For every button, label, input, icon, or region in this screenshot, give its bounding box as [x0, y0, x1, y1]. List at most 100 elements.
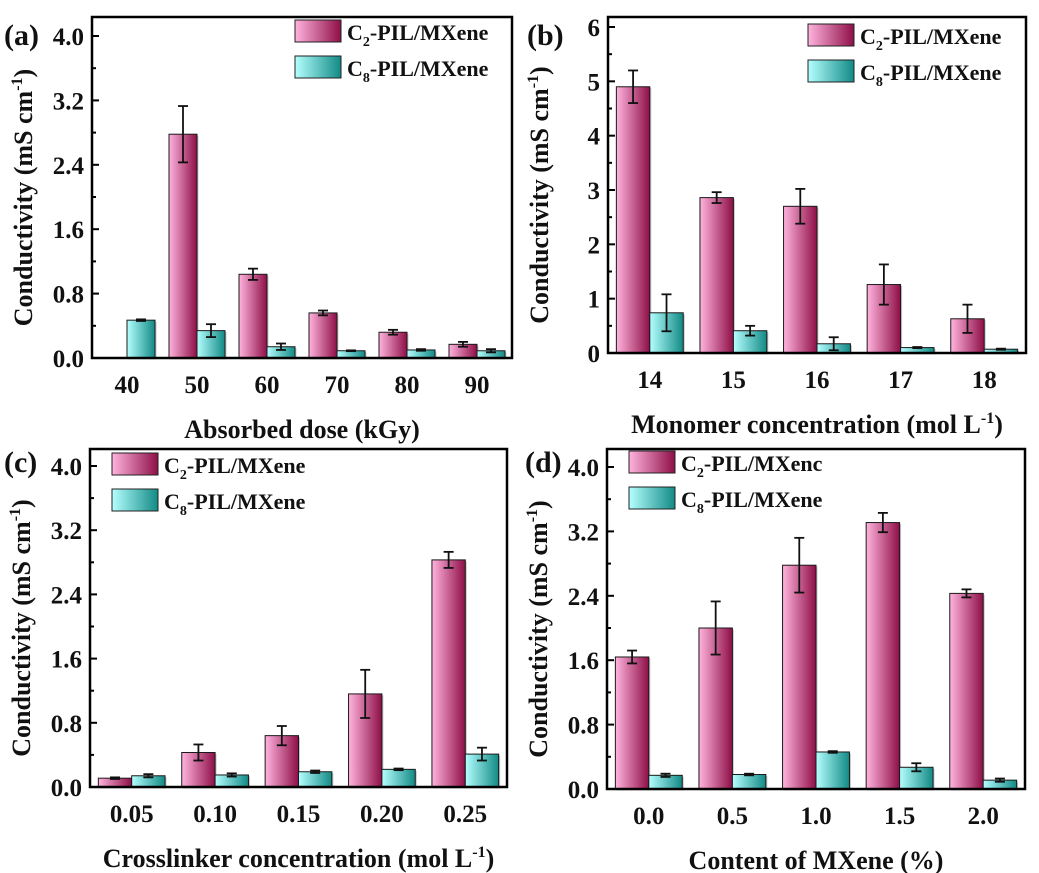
- x-tick-label: 0.10: [193, 801, 237, 828]
- legend: C2-PIL/MXene C8-PIL/MXene: [111, 452, 306, 519]
- y-tick-label: 2: [588, 232, 601, 259]
- legend-swatch-c8: [628, 486, 676, 510]
- bar-c2: [431, 559, 466, 788]
- y-tick-label: 0.8: [51, 711, 82, 738]
- legend: C2-PIL/MXene C8-PIL/MXene: [294, 19, 489, 86]
- bar-c2: [378, 331, 408, 359]
- x-axis-label: Content of MXene (%): [689, 846, 944, 873]
- x-tick-label: 1.5: [884, 803, 915, 830]
- chart-panel-c: (c) 0.0 0.8 1.6 2.4 3.2 4.0 0.05 0.10 0.15 0.20 0.2…: [4, 446, 509, 873]
- legend-swatch-c2: [807, 23, 855, 47]
- panel-label: (c): [4, 446, 37, 479]
- legend-swatch-c8: [807, 59, 855, 83]
- y-axis-label: Conductivity (mS cm-1): [524, 500, 553, 757]
- y-axis-label: Conductivity (mS cm-1): [9, 69, 38, 326]
- x-axis-label: Monomer concentration (mol L-1): [631, 410, 1003, 439]
- x-tick-label: 0.20: [360, 801, 404, 828]
- chart-panel-a: (a) 0.0 0.8 1.6 2.4 3.2 4.0 40 50 60 70 80 90 Absorbe…: [4, 15, 514, 444]
- y-axis-label: Conductivity (mS cm-1): [7, 499, 36, 756]
- panel-label: (b): [527, 19, 564, 52]
- x-tick-label: 2.0: [968, 803, 999, 830]
- bar-c2: [699, 197, 734, 354]
- legend-swatch-c2: [294, 19, 342, 43]
- bar-c2: [783, 205, 818, 354]
- y-tick-label: 1.6: [51, 647, 82, 674]
- y-tick-label: 0.0: [568, 777, 599, 804]
- y-tick-label: 1.6: [53, 217, 84, 244]
- plot-frame: [605, 447, 1027, 791]
- legend-label: C8-PIL/MXene: [860, 60, 1002, 90]
- x-tick-label: 16: [805, 367, 830, 394]
- y-tick-label: 0: [588, 341, 601, 368]
- y-tick-label: 1: [588, 287, 601, 314]
- y-tick-label: 2.4: [51, 582, 83, 609]
- x-tick-label: 0.5: [717, 803, 748, 830]
- x-tick-label: 18: [972, 367, 997, 394]
- bar-c8: [381, 768, 416, 788]
- bar-c8: [126, 319, 156, 359]
- bar-c8: [731, 774, 767, 790]
- bar-c2: [782, 564, 817, 790]
- y-tick-label: 6: [588, 15, 601, 42]
- x-tick-label: 70: [325, 372, 350, 399]
- legend-label: C8-PIL/MXene: [164, 489, 306, 519]
- y-tick-label: 4: [588, 124, 601, 151]
- bar-c2: [949, 592, 984, 790]
- y-tick-label: 4.0: [51, 454, 82, 481]
- bar-c2: [168, 133, 198, 359]
- legend-swatch-c2: [628, 450, 676, 474]
- y-axis-label: Conductivity (mS cm-1): [525, 66, 554, 323]
- panel-label: (d): [525, 446, 562, 479]
- bar-c2: [615, 86, 651, 354]
- bar-c2: [614, 656, 650, 790]
- y-tick-label: 0.0: [51, 775, 82, 802]
- x-tick-label: 80: [395, 372, 420, 399]
- plot-frame: [606, 15, 1028, 355]
- x-tick-label: 1.0: [800, 803, 831, 830]
- x-tick-label: 15: [721, 367, 746, 394]
- legend-label: C8-PIL/MXene: [347, 56, 489, 86]
- x-tick-label: 90: [465, 372, 490, 399]
- y-tick-label: 4.0: [53, 24, 84, 51]
- legend-label: C2-PIL/MXenc: [681, 451, 823, 481]
- x-tick-label: 0.15: [277, 801, 321, 828]
- bar-c8: [298, 771, 333, 788]
- x-axis-label: Absorbed dose (kGy): [184, 415, 419, 444]
- legend-swatch-c8: [111, 488, 159, 512]
- plot-frame: [88, 447, 509, 789]
- x-tick-label: 0.0: [633, 803, 664, 830]
- y-tick-label: 0.8: [53, 282, 84, 309]
- y-tick-label: 0.8: [568, 713, 599, 740]
- bar-c2: [865, 522, 901, 790]
- x-tick-label: 0.25: [443, 801, 487, 828]
- bar-c8: [815, 751, 850, 790]
- y-tick-label: 0.0: [53, 346, 84, 373]
- legend-swatch-c2: [111, 452, 159, 476]
- y-tick-label: 3.2: [51, 518, 82, 545]
- y-tick-label: 4.0: [568, 455, 599, 482]
- y-tick-label: 3.2: [53, 88, 84, 115]
- legend: C2-PIL/MXenc C8-PIL/MXene: [628, 450, 823, 517]
- x-tick-label: 50: [185, 372, 210, 399]
- plot-frame: [90, 15, 514, 360]
- legend-label: C2-PIL/MXene: [860, 24, 1002, 54]
- y-tick-label: 3: [588, 178, 601, 205]
- panel-label: (a): [4, 19, 39, 52]
- y-tick-label: 3.2: [568, 519, 599, 546]
- legend-label: C2-PIL/MXene: [164, 453, 306, 483]
- y-tick-label: 5: [588, 69, 601, 96]
- legend-label: C8-PIL/MXene: [681, 487, 823, 517]
- x-tick-label: 17: [888, 367, 913, 394]
- y-tick-label: 2.4: [53, 153, 85, 180]
- x-tick-label: 0.05: [110, 801, 154, 828]
- x-axis-label: Crosslinker concentration (mol L-1): [103, 844, 495, 873]
- chart-panel-d: (d) 0.0 0.8 1.6 2.4 3.2 4.0 0.0 0.5 1.0 1.5 2.0 Cont…: [524, 446, 1027, 873]
- y-tick-label: 1.6: [568, 648, 599, 675]
- bar-c2: [308, 312, 338, 359]
- x-tick-label: 14: [637, 367, 663, 394]
- legend-label: C2-PIL/MXene: [347, 20, 489, 50]
- x-tick-label: 60: [255, 372, 280, 399]
- chart-panel-b: (b) 0 1 2 3 4 5 6 14 15 16 17 18 Monomer concentratio…: [525, 15, 1028, 439]
- y-tick-label: 2.4: [568, 584, 600, 611]
- bar-c2: [238, 273, 268, 359]
